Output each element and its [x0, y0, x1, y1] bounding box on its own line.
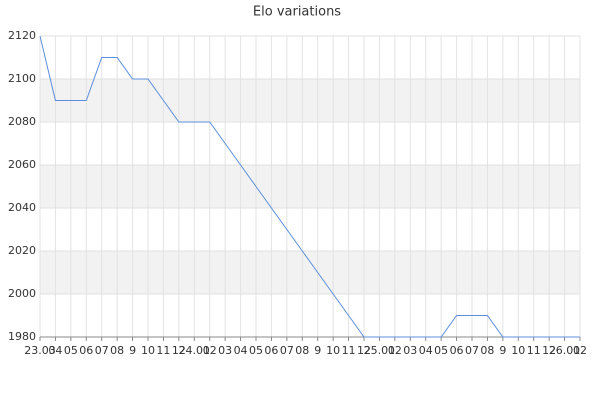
y-tick-label: 2080	[8, 115, 36, 128]
x-tick-label: 05	[249, 344, 263, 357]
grid-band	[40, 79, 580, 122]
y-tick-label: 2040	[8, 201, 36, 214]
x-tick-label: 11	[527, 344, 541, 357]
x-tick-label: 08	[110, 344, 124, 357]
x-tick-label: 10	[326, 344, 340, 357]
x-tick-label: 12	[542, 344, 556, 357]
x-tick-label: 03	[403, 344, 417, 357]
x-tick-label: 06	[450, 344, 464, 357]
x-tick-label: 11	[342, 344, 356, 357]
x-tick-label: 12	[172, 344, 186, 357]
x-tick-label: 23.03	[24, 344, 56, 357]
x-tick-label: 9	[129, 344, 136, 357]
y-tick-label: 2060	[8, 158, 36, 171]
x-tick-label: 07	[280, 344, 294, 357]
x-tick-label: 07	[95, 344, 109, 357]
x-tick-label: 06	[264, 344, 278, 357]
x-tick-label: 08	[480, 344, 494, 357]
y-tick-label: 2000	[8, 287, 36, 300]
grid-band	[40, 251, 580, 294]
x-tick-label: 26.01	[549, 344, 581, 357]
chart-title: Elo variations	[253, 5, 341, 20]
x-tick-label: 02	[573, 344, 587, 357]
x-tick-label: 9	[314, 344, 321, 357]
x-tick-label: 03	[218, 344, 232, 357]
y-tick-label: 2100	[8, 72, 36, 85]
x-tick-label: 24.01	[179, 344, 211, 357]
x-tick-label: 05	[64, 344, 78, 357]
x-tick-label: 10	[141, 344, 155, 357]
x-tick-label: 06	[79, 344, 93, 357]
line	[39, 35, 580, 338]
x-tick-label: 04	[419, 344, 433, 357]
x-tick-label: 04	[48, 344, 62, 357]
x-tick-label: 02	[388, 344, 402, 357]
x-tick-label: 11	[156, 344, 170, 357]
x-tick-label: 05	[434, 344, 448, 357]
x-tick-label: 07	[465, 344, 479, 357]
y-tick-label: 2120	[8, 29, 36, 42]
x-tick-label: 02	[203, 344, 217, 357]
x-tick-label: 9	[499, 344, 506, 357]
grid-band	[40, 165, 580, 208]
x-tick-label: 10	[511, 344, 525, 357]
y-tick-label: 2020	[8, 244, 36, 257]
x-tick-label: 12	[357, 344, 371, 357]
y-tick-label: 1980	[8, 330, 36, 343]
x-tick-label: 08	[295, 344, 309, 357]
x-tick-label: 25.01	[364, 344, 396, 357]
x-tick-label: 04	[234, 344, 248, 357]
